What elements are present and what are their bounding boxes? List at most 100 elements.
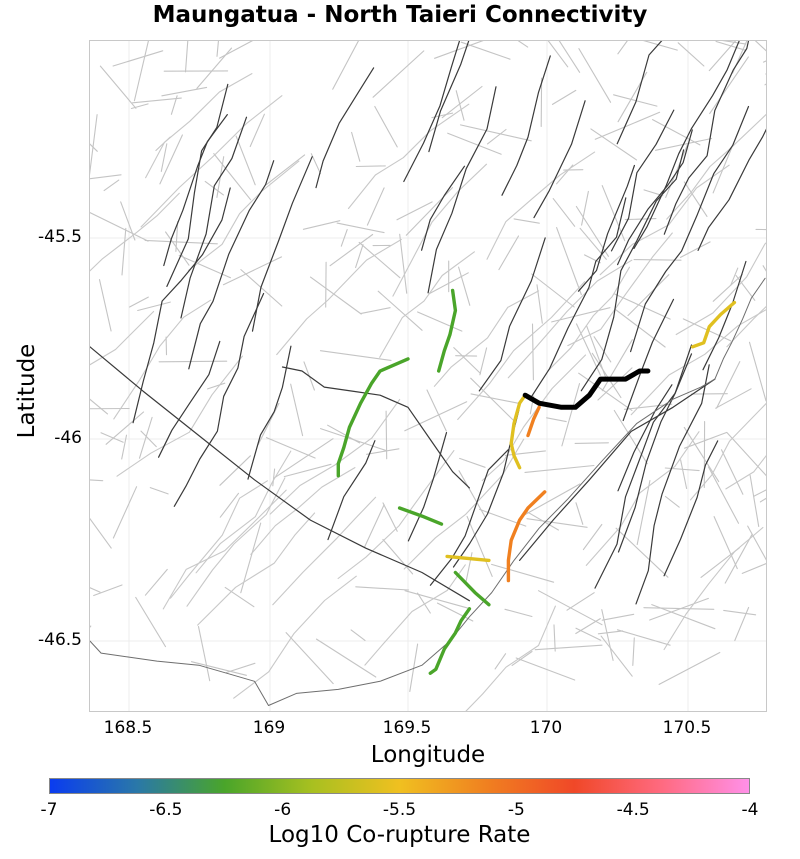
- fault-subsection-boundary: [132, 97, 182, 104]
- fault-subsection-boundary: [428, 272, 469, 295]
- fault-trace-light: [169, 480, 268, 599]
- fault-subsection-boundary: [581, 190, 589, 226]
- fault-subsection-boundary: [765, 73, 766, 75]
- fault-subsection-boundary: [224, 586, 255, 608]
- fault-trace-light: [725, 455, 766, 490]
- fault-subsection-boundary: [494, 653, 507, 670]
- fault-trace-light: [507, 259, 633, 379]
- fault-trace: [629, 105, 750, 353]
- fault-subsection-boundary: [551, 89, 577, 105]
- fault-trace-light: [90, 310, 155, 366]
- fault-subsection-boundary: [716, 361, 741, 409]
- fault-trace: [617, 353, 693, 553]
- fault-subsection-boundary: [133, 41, 149, 102]
- fault-trace-light: [486, 151, 596, 260]
- fault-subsection-boundary: [309, 276, 362, 315]
- fault-subsection-boundary: [360, 307, 391, 314]
- fault-subsection-boundary: [534, 644, 603, 651]
- fault-subsection-boundary: [377, 290, 423, 331]
- fault-subsection-boundary: [597, 367, 633, 401]
- fault-trace: [429, 449, 509, 586]
- fault-subsection-boundary: [372, 50, 425, 98]
- fault-subsection-boundary: [327, 424, 361, 444]
- fault-subsection-boundary: [552, 198, 576, 227]
- fault-trace-light: [567, 232, 673, 347]
- fault-trace-major: [90, 346, 470, 602]
- fault-subsection-boundary: [601, 339, 633, 392]
- fault-subsection-boundary: [130, 103, 149, 110]
- fault-subsection-boundary: [426, 389, 447, 432]
- fault-trace-light: [663, 526, 764, 651]
- fault-trace-light: [457, 281, 586, 421]
- colorbar-tick-label: -7: [40, 800, 58, 820]
- fault-subsection-boundary: [709, 56, 749, 115]
- fault-subsection-boundary: [460, 41, 511, 60]
- fault-subsection-boundary: [436, 602, 474, 622]
- x-axis-label: Longitude: [370, 742, 486, 768]
- fault-subsection-boundary: [658, 651, 721, 685]
- fault-trace-light: [433, 290, 540, 387]
- fault-subsection-boundary: [355, 586, 410, 591]
- fault-subsection-boundary: [382, 502, 398, 532]
- fault-subsection-boundary: [90, 143, 98, 152]
- fault-trace: [166, 83, 229, 287]
- fault-trace-light: [187, 160, 300, 271]
- connected-fault-section: [690, 300, 737, 349]
- fault-subsection-boundary: [601, 613, 635, 621]
- fault-subsection-boundary: [315, 638, 377, 678]
- fault-trace-major: [281, 366, 470, 489]
- fault-trace-light: [233, 575, 357, 699]
- fault-subsection-boundary: [121, 434, 128, 460]
- fault-subsection-boundary: [546, 417, 567, 423]
- fault-trace-light: [403, 438, 525, 570]
- fault-subsection-boundary: [90, 517, 112, 549]
- fault-subsection-boundary: [515, 657, 576, 681]
- fault-subsection-boundary: [219, 492, 240, 518]
- fault-subsection-boundary: [112, 486, 138, 539]
- fault-subsection-boundary: [129, 296, 149, 308]
- fault-subsection-boundary: [601, 185, 626, 242]
- fault-subsection-boundary: [524, 464, 595, 473]
- fault-trace: [452, 409, 520, 568]
- fault-subsection-boundary: [764, 83, 766, 86]
- fault-trace-light: [276, 238, 402, 356]
- fault-subsection-boundary: [366, 448, 400, 455]
- coastline: [90, 277, 766, 706]
- fault-subsection-boundary: [726, 431, 766, 477]
- fault-subsection-boundary: [561, 383, 581, 447]
- fault-subsection-boundary: [741, 563, 766, 574]
- fault-subsection-boundary: [90, 174, 122, 180]
- fault-subsection-boundary: [684, 431, 728, 449]
- fault-subsection-boundary: [144, 568, 168, 596]
- fault-subsection-boundary: [105, 411, 145, 445]
- fault-subsection-boundary: [120, 201, 136, 241]
- fault-subsection-boundary: [165, 231, 190, 266]
- fault-subsection-boundary: [583, 254, 601, 264]
- fault-trace: [533, 100, 586, 219]
- fault-trace-light: [347, 103, 470, 210]
- fault-trace-light: [272, 496, 377, 606]
- fault-trace: [315, 67, 375, 189]
- fault-subsection-boundary: [272, 468, 276, 487]
- fault-trace-light: [364, 564, 466, 666]
- fault-subsection-boundary: [249, 113, 265, 148]
- fault-subsection-boundary: [749, 474, 760, 527]
- source-fault-maungatua-north-taieri: [522, 368, 651, 410]
- fault-trace: [421, 165, 466, 251]
- fault-subsection-boundary: [679, 241, 711, 258]
- fault-subsection-boundary: [601, 609, 614, 661]
- fault-subsection-boundary: [90, 398, 109, 415]
- fault-trace: [327, 440, 376, 541]
- fault-trace-light: [392, 163, 488, 297]
- fault-trace-light: [666, 113, 766, 220]
- fault-subsection-boundary: [547, 41, 569, 68]
- fault-subsection-boundary: [257, 402, 280, 446]
- fault-subsection-boundary: [100, 432, 124, 443]
- fault-subsection-boundary: [159, 134, 183, 185]
- fault-trace-light: [675, 242, 766, 336]
- fault-subsection-boundary: [521, 483, 581, 517]
- fault-subsection-boundary: [158, 360, 228, 363]
- fault-trace: [403, 41, 461, 183]
- fault-subsection-boundary: [486, 128, 507, 145]
- fault-trace: [501, 55, 551, 196]
